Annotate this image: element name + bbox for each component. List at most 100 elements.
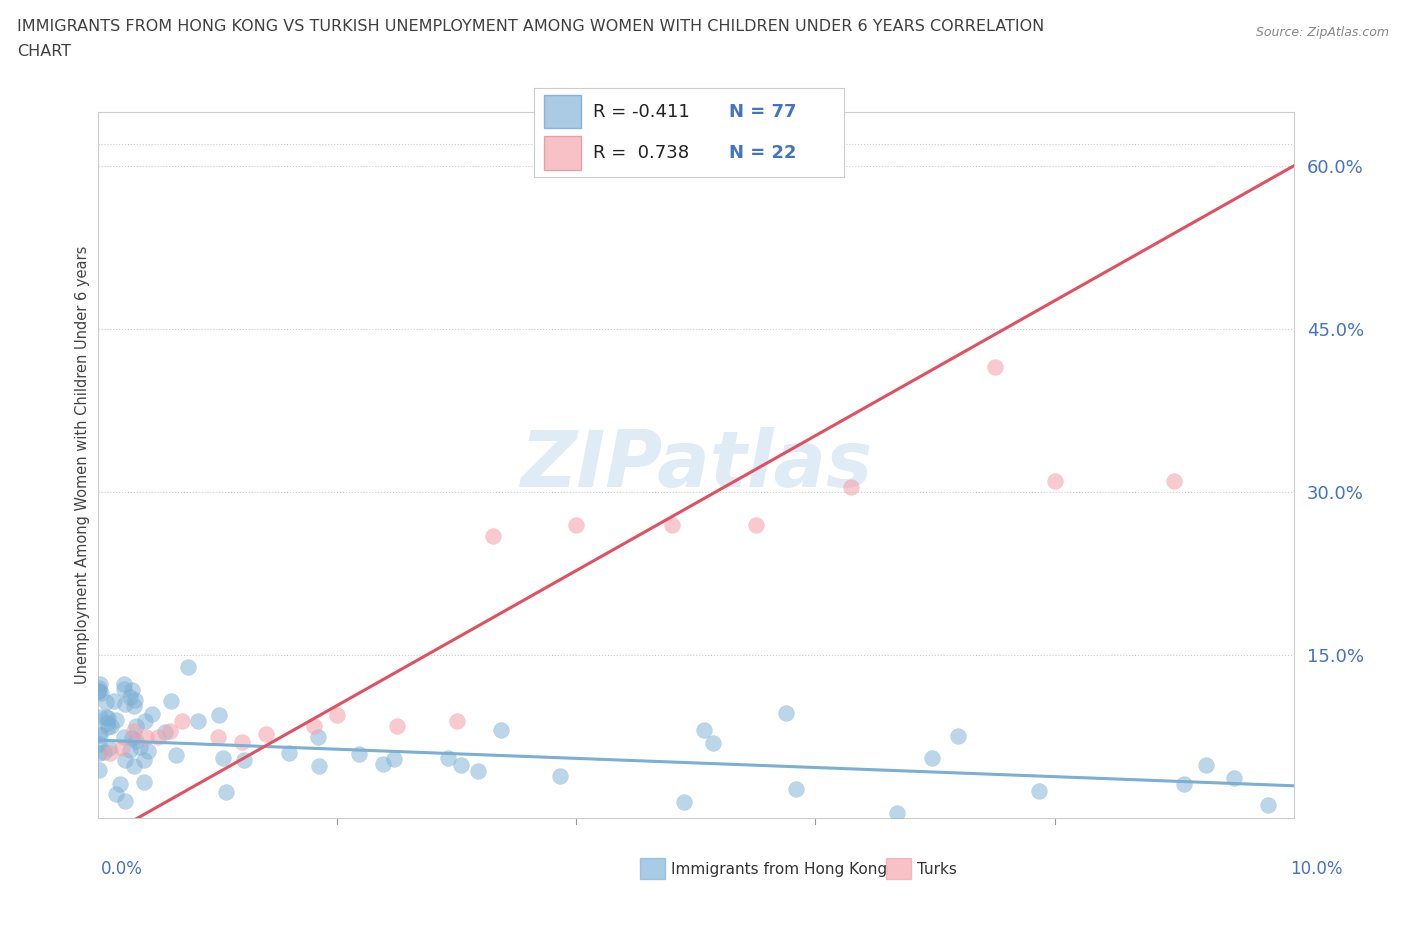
Point [134,714,156,729]
Point [112,676,135,691]
Point [886,805,908,820]
Point [111,740,134,755]
Bar [544,95,581,128]
Point [785,781,807,796]
Point [124,724,146,738]
Point [775,706,797,721]
Point [672,794,695,809]
Point [112,682,135,697]
Point [172,713,194,728]
Point [231,735,253,750]
Text: Immigrants from Hong Kong: Immigrants from Hong Kong [671,862,887,877]
Point [745,517,768,532]
Point [105,787,128,802]
Point [87,737,110,751]
Point [114,794,136,809]
Point [90,685,112,700]
Point [446,713,468,728]
Text: 0.0%: 0.0% [101,860,143,878]
Point [467,764,489,778]
Point [1195,758,1218,773]
Point [1163,474,1185,489]
Point [87,684,110,698]
Point [278,746,301,761]
Point [347,746,370,761]
Point [489,723,512,737]
Point [89,710,111,724]
Point [1028,783,1050,798]
Point [141,707,163,722]
Text: N = 22: N = 22 [730,144,797,162]
Point [548,768,571,783]
Point [153,724,176,739]
Point [661,517,683,532]
Point [254,726,277,741]
Point [132,775,155,790]
Point [97,720,120,735]
Y-axis label: Unemployment Among Women with Children Under 6 years: Unemployment Among Women with Children U… [75,246,90,684]
Point [308,759,330,774]
Point [565,517,588,532]
Text: IMMIGRANTS FROM HONG KONG VS TURKISH UNEMPLOYMENT AMONG WOMEN WITH CHILDREN UNDE: IMMIGRANTS FROM HONG KONG VS TURKISH UNE… [17,19,1045,33]
Point [89,677,111,692]
Point [93,744,115,759]
Point [87,726,110,741]
Point [135,729,157,744]
Point [1257,798,1279,813]
Point [702,736,724,751]
Point [124,693,146,708]
Point [177,659,200,674]
Point [437,751,460,765]
Point [134,752,156,767]
Text: Turks: Turks [917,862,956,877]
Point [121,683,143,698]
Point [98,746,122,761]
Point [382,751,405,766]
Text: ZIPatlas: ZIPatlas [520,427,872,503]
Point [921,751,943,765]
Point [100,719,122,734]
Point [841,479,863,494]
Point [212,751,235,765]
Point [124,698,146,713]
Point [112,729,135,744]
Point [450,757,472,772]
Point [114,697,136,711]
Text: 10.0%: 10.0% [1291,860,1343,878]
Text: R = -0.411: R = -0.411 [593,103,690,121]
Point [104,712,127,727]
Point [120,690,142,705]
Point [98,741,121,756]
Point [121,731,143,746]
Point [97,711,120,725]
Point [96,710,118,724]
Text: Source: ZipAtlas.com: Source: ZipAtlas.com [1256,26,1389,39]
Text: R =  0.738: R = 0.738 [593,144,689,162]
Point [232,753,254,768]
Point [94,695,117,710]
Point [125,734,148,749]
Point [373,756,395,771]
Point [87,681,110,696]
Point [326,708,349,723]
Point [138,744,160,759]
Bar [544,95,581,128]
Text: N = 77: N = 77 [730,103,797,121]
Point [129,740,152,755]
Point [302,719,325,734]
Point [187,713,209,728]
Point [118,742,141,757]
Point [87,763,110,777]
Point [160,694,183,709]
Point [1173,777,1195,791]
Point [208,708,231,723]
Point [89,727,111,742]
Point [125,718,148,733]
Point [110,777,132,791]
Point [307,729,329,744]
Point [692,723,714,737]
Bar [544,136,581,169]
Point [984,360,1007,375]
Point [207,729,229,744]
Point [165,748,187,763]
